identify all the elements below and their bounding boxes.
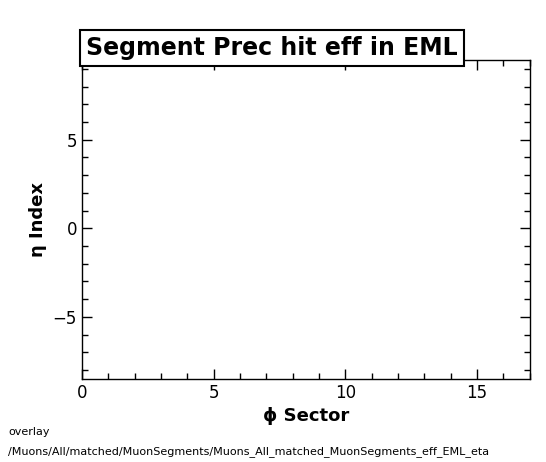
Text: overlay: overlay [8,426,50,437]
Y-axis label: η Index: η Index [29,182,47,257]
X-axis label: ϕ Sector: ϕ Sector [263,407,349,425]
Text: Segment Prec hit eff in EML: Segment Prec hit eff in EML [86,36,458,60]
Text: /Muons/All/matched/MuonSegments/Muons_All_matched_MuonSegments_eff_EML_eta: /Muons/All/matched/MuonSegments/Muons_Al… [8,446,489,457]
